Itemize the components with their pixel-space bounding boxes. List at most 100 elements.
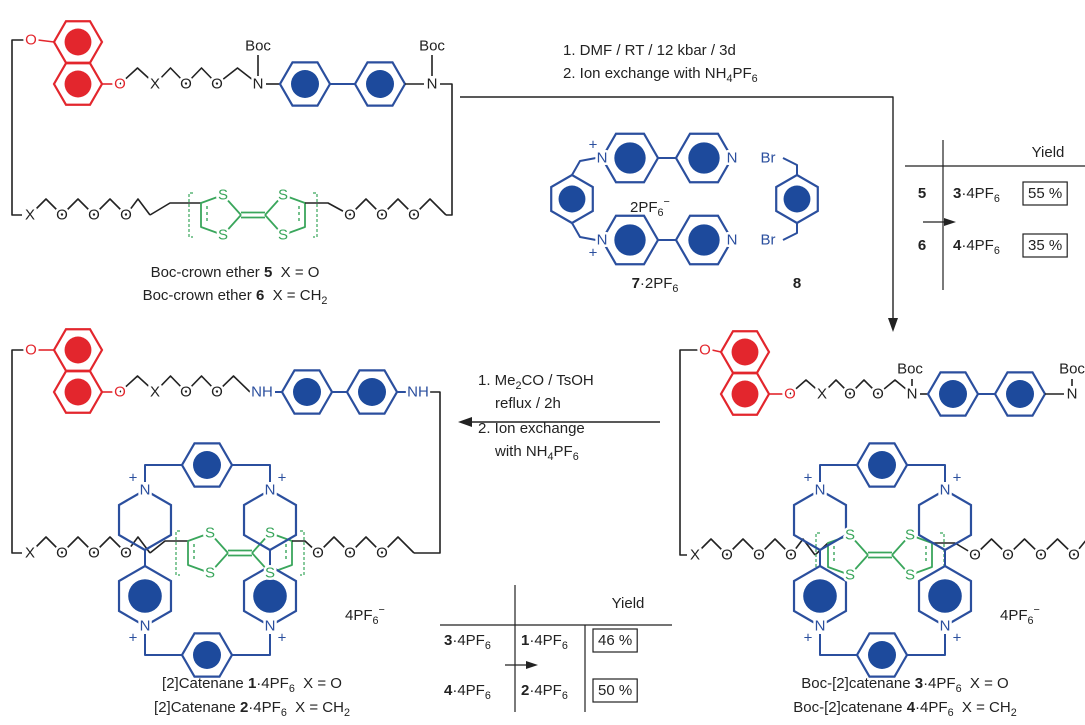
atom-label: NH	[407, 384, 429, 401]
atom-label: +	[589, 137, 598, 154]
bond	[145, 634, 182, 655]
ring-circle	[65, 29, 92, 56]
bond	[907, 634, 945, 655]
table-cell-part: 6	[485, 640, 491, 652]
atom-label: +	[589, 245, 598, 262]
atom-label: N	[427, 76, 438, 93]
compound-label-part: 8	[793, 275, 801, 292]
bond	[150, 203, 201, 215]
ring-circle	[732, 339, 759, 366]
frame	[680, 350, 698, 555]
atom-label: O	[344, 207, 356, 224]
atom-label: S	[905, 567, 915, 584]
atom-label: O	[312, 545, 324, 562]
counterion-part: −	[379, 604, 385, 616]
ring-circle	[128, 579, 162, 613]
atom-label: +	[953, 470, 962, 487]
caption-part: [2]Catenane	[154, 699, 240, 716]
table-cell: 4·4PF6	[953, 237, 1000, 257]
ttf-bracket	[313, 193, 317, 237]
atom-label: N	[265, 618, 276, 635]
atom-label: N	[253, 76, 264, 93]
table-cell: 5	[918, 185, 926, 202]
condition-part: PF	[554, 443, 573, 460]
atom-label: +	[129, 630, 138, 647]
condition-part: 2. Ion exchange with NH	[563, 65, 726, 82]
bond	[38, 40, 54, 42]
ttf-bracket	[189, 193, 193, 237]
atom-label: O	[344, 545, 356, 562]
atom-label: S	[278, 227, 288, 244]
yield-value: 35 %	[1028, 237, 1062, 254]
caption-part: X = O	[295, 675, 342, 692]
condition-part: reflux / 2h	[495, 395, 561, 412]
bond	[820, 465, 857, 482]
caption-part: Boc-crown ether	[143, 287, 256, 304]
counterion-part: 4PF	[1000, 607, 1028, 624]
atom-label: Br	[761, 150, 776, 167]
counterion: 4PF6−	[1000, 604, 1040, 627]
table-header: Yield	[1032, 144, 1065, 161]
atom-label: S	[845, 527, 855, 544]
compound-label-part: 7	[632, 275, 640, 292]
table-cell-part: 6	[485, 690, 491, 702]
atom-label: S	[218, 227, 228, 244]
condition-part: 6	[573, 451, 579, 463]
atom-label: Boc	[245, 38, 271, 55]
table-cell-part: 6	[994, 193, 1000, 205]
bond	[440, 84, 452, 215]
caption-part: 2	[240, 699, 248, 716]
caption-part: 2	[1011, 707, 1017, 719]
table-cell: 2·4PF6	[521, 682, 568, 702]
caption: [2]Catenane 1·4PF6 X = O	[162, 675, 342, 695]
condition-part: 2. Ion exchange	[478, 420, 585, 437]
ring-circle	[193, 641, 221, 669]
ttf-bracket	[176, 531, 180, 575]
chain	[350, 199, 446, 215]
caption-part: 5	[264, 264, 272, 281]
condition-part: 6	[752, 73, 758, 85]
atom-label: +	[804, 470, 813, 487]
table-cell: 3·4PF6	[953, 185, 1000, 205]
bond	[783, 158, 797, 175]
atom-label: O	[844, 386, 856, 403]
atom-label: O	[969, 547, 981, 564]
bond	[572, 158, 596, 175]
table-cell-part: 6	[918, 237, 926, 254]
atom-label: N	[727, 232, 738, 249]
atom-label: +	[278, 630, 287, 647]
caption: Boc-[2]catenane 3·4PF6 X = O	[801, 675, 1008, 695]
atom-label: Br	[761, 232, 776, 249]
atom-label: X	[25, 545, 35, 562]
table-cell: 1·4PF6	[521, 632, 568, 652]
aromatic-ring	[119, 490, 171, 550]
atom-label: N	[1067, 386, 1078, 403]
counterion-part: −	[664, 196, 670, 208]
ring-circle	[939, 380, 967, 408]
condition-part: PF	[732, 65, 751, 82]
atom-label: S	[278, 187, 288, 204]
compound-label-part: 6	[672, 283, 678, 295]
counterion-part: 6	[1028, 615, 1034, 627]
atom-label: O	[88, 207, 100, 224]
atom-label: N	[940, 482, 951, 499]
chain	[318, 537, 414, 553]
atom-label: N	[140, 618, 151, 635]
ring-circle	[559, 186, 586, 213]
compound-label: 7·2PF6	[632, 275, 679, 295]
bond	[712, 350, 721, 352]
ring-circle	[65, 379, 92, 406]
atom-label: +	[953, 630, 962, 647]
counterion-part: −	[1034, 604, 1040, 616]
caption: Boc-crown ether 5 X = O	[151, 264, 320, 281]
condition-part: with NH	[494, 443, 548, 460]
condition-part: 1. Me	[478, 372, 516, 389]
atom-label: S	[905, 527, 915, 544]
counterion-part: 2PF	[630, 199, 658, 216]
condition-part: 1. DMF / RT / 12 kbar / 3d	[563, 42, 736, 59]
ring-circle	[688, 142, 719, 173]
table-cell-part: ·4PF	[529, 632, 562, 649]
table-cell-part: ·4PF	[529, 682, 562, 699]
ring-circle	[803, 579, 837, 613]
bond	[414, 392, 440, 553]
